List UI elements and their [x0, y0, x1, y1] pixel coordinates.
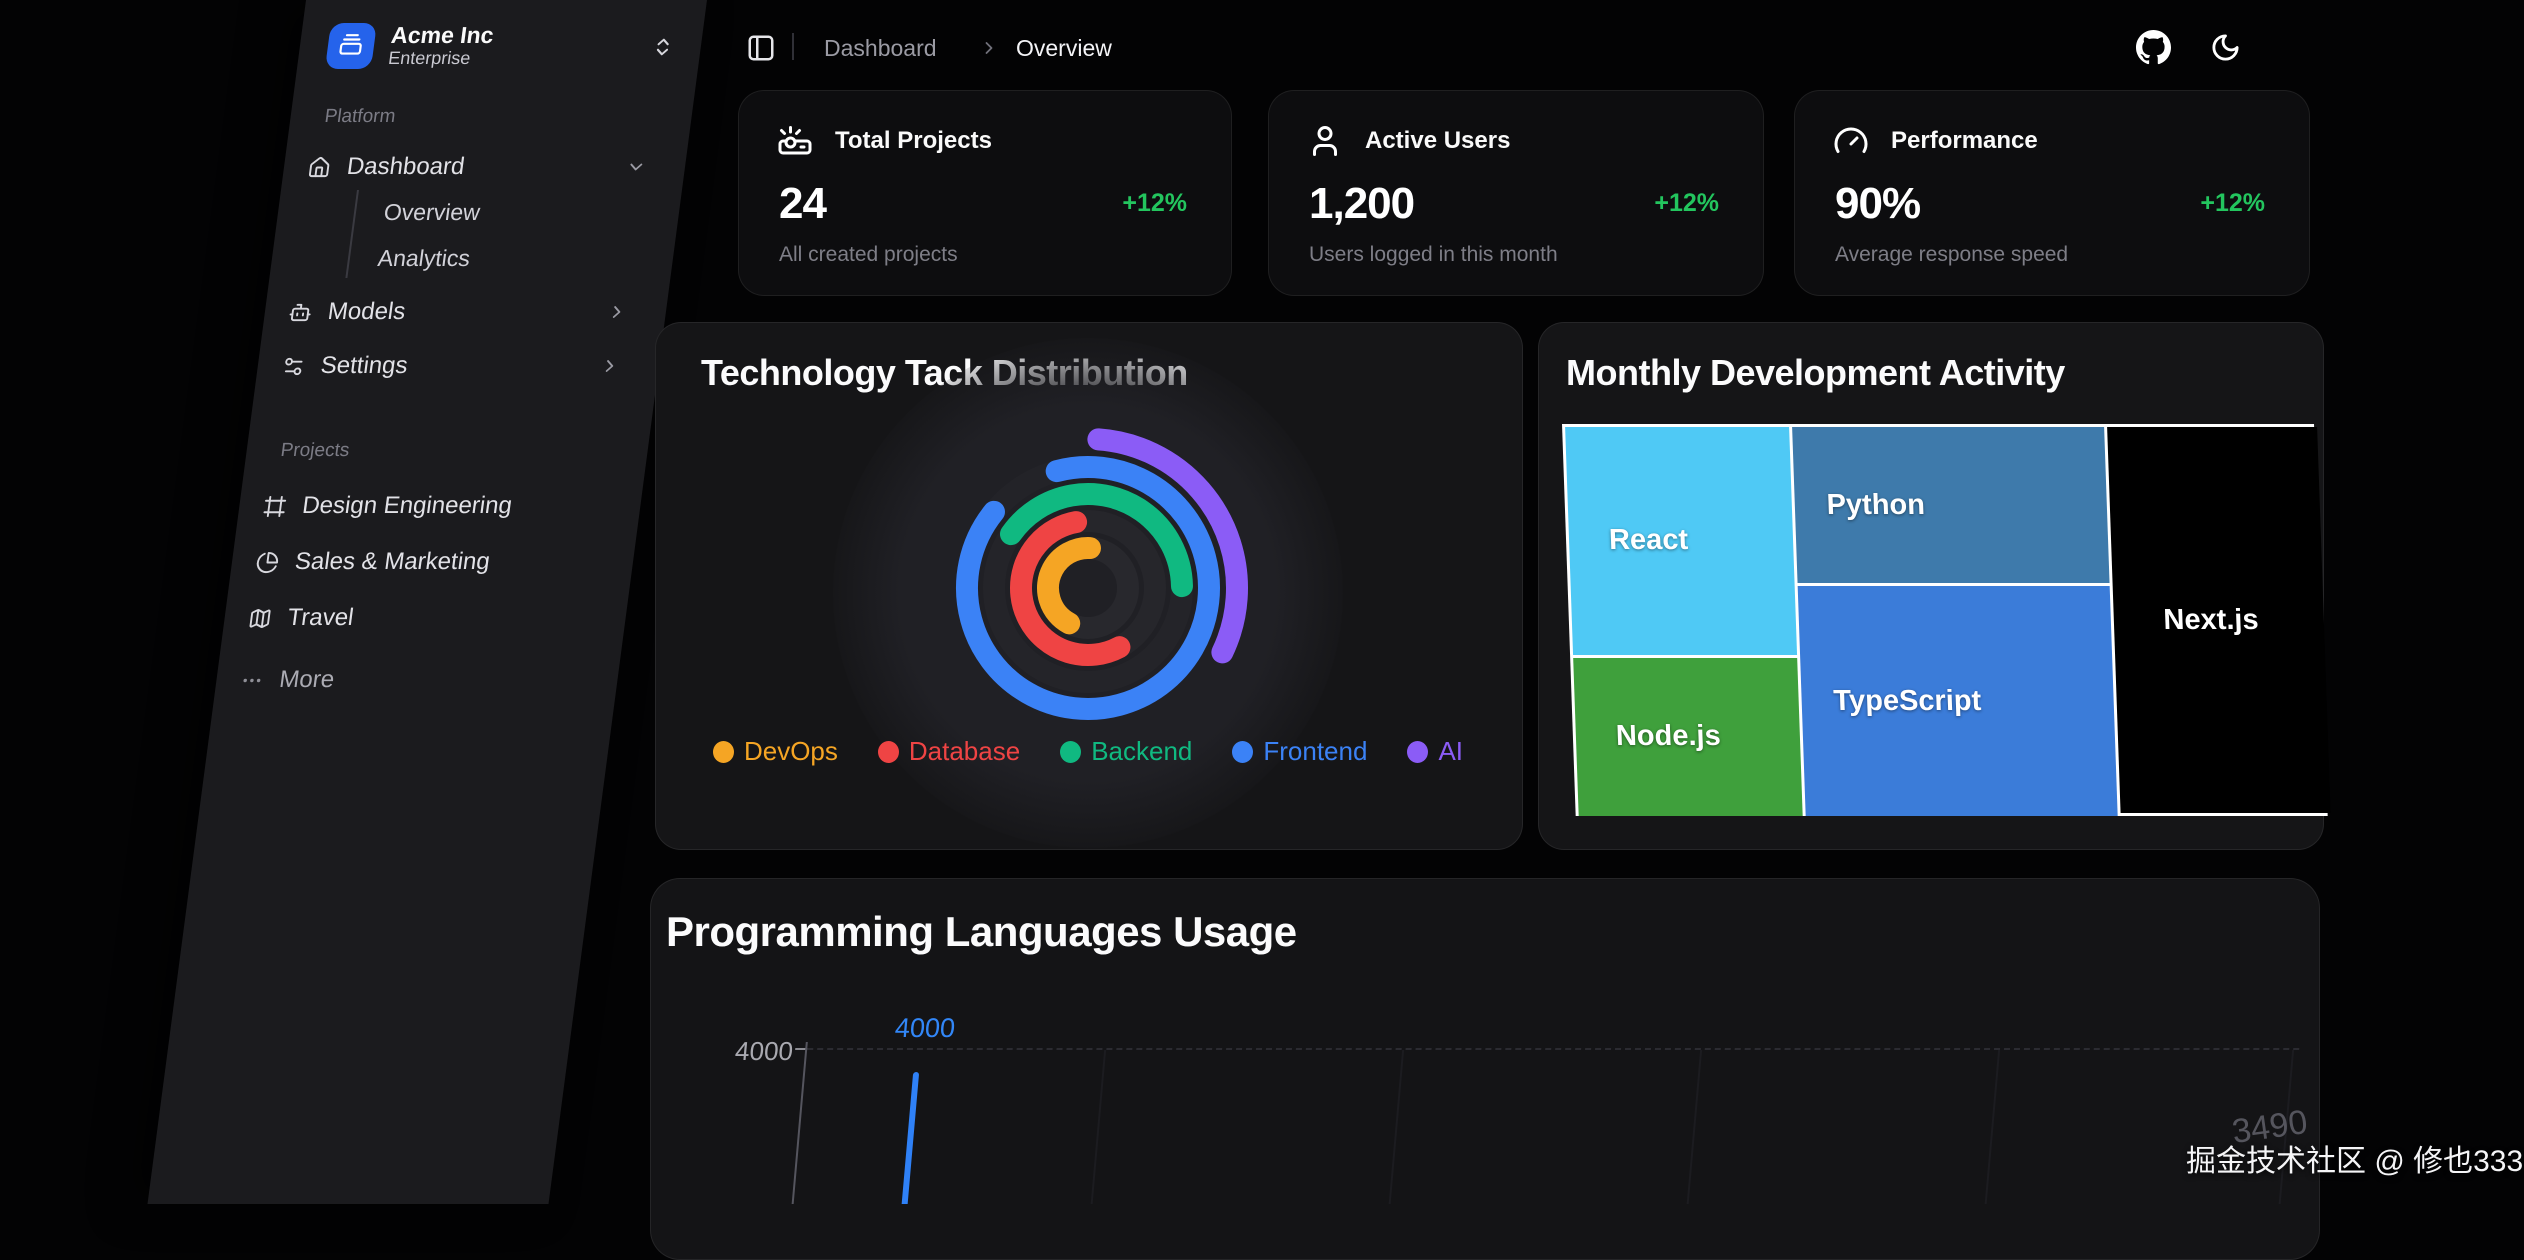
- org-logo: [324, 23, 377, 70]
- bar-chart-title: Programming Languages Usage: [666, 908, 1297, 955]
- github-icon: [2136, 30, 2171, 65]
- stat-title: Total Projects: [835, 127, 992, 154]
- sidebar-item-label: Dashboard: [345, 153, 467, 180]
- breadcrumb-current: Overview: [1016, 35, 1112, 61]
- stat-title: Performance: [1891, 127, 2038, 154]
- stat-delta-badge: +12%: [1654, 189, 1719, 217]
- chevron-right-icon: [979, 38, 999, 58]
- stat-value: 1,200: [1309, 179, 1415, 228]
- legend-label: Database: [908, 736, 1021, 766]
- treemap-cell-python: Python: [1791, 427, 2110, 584]
- card-languages-usage: [650, 878, 2320, 1260]
- moon-icon: [2210, 32, 2241, 63]
- legend-dot-backend: [1060, 740, 1082, 763]
- frame-icon: [262, 495, 288, 518]
- sidebar-item-label: Design Engineering: [300, 492, 514, 519]
- ellipsis-icon: [239, 669, 265, 692]
- legend-dot-database: [877, 740, 899, 763]
- sidebar-item-label: Overview: [382, 198, 482, 225]
- sidebar-item-design-engineering[interactable]: Design Engineering: [260, 483, 618, 529]
- panel-left-icon: [746, 33, 776, 63]
- house-icon: [307, 156, 333, 179]
- treemap-chart-title: Monthly Development Activity: [1566, 352, 2065, 393]
- legend-dot-ai: [1407, 740, 1429, 763]
- sidebar-item-more[interactable]: More: [237, 657, 595, 703]
- breadcrumb-parent-link[interactable]: Dashboard: [824, 35, 937, 61]
- sidebar-item-label: More: [277, 666, 337, 693]
- bot-icon: [287, 301, 313, 324]
- sidebar-item-models[interactable]: Models: [286, 289, 644, 335]
- github-button[interactable]: [2136, 30, 2171, 65]
- section-label-platform: Platform: [323, 106, 397, 127]
- stat-title: Active Users: [1365, 127, 1511, 154]
- legend-label: Frontend: [1263, 736, 1368, 766]
- treemap-cell-nodejs: Node.js: [1573, 657, 1803, 816]
- radial-arc-frontend: [956, 456, 1220, 720]
- chevrons-up-down-icon[interactable]: [650, 36, 675, 58]
- legend-label: DevOps: [743, 736, 838, 766]
- stat-card-total-projects: Total Projects 24 +12% All created proje…: [738, 90, 1232, 296]
- sidebar-item-dashboard[interactable]: Dashboard: [305, 144, 663, 190]
- stat-value: 24: [779, 179, 827, 228]
- stat-card-performance: Performance 90% +12% Average response sp…: [1794, 90, 2310, 296]
- stat-description: Users logged in this month: [1309, 243, 1558, 266]
- sidebar-item-sales-marketing[interactable]: Sales & Marketing: [253, 539, 611, 585]
- sidebar-item-overview[interactable]: Overview: [381, 192, 482, 232]
- projector-icon: [777, 123, 813, 159]
- treemap-cell-label: Next.js: [2162, 603, 2260, 636]
- treemap-cell-label: React: [1608, 524, 1689, 557]
- stat-description: All created projects: [779, 243, 958, 266]
- sidebar-item-label: Analytics: [376, 244, 472, 271]
- sidebar-item-travel[interactable]: Travel: [246, 595, 604, 641]
- chevron-right-icon: [606, 302, 629, 322]
- radial-arc-backend: [983, 483, 1193, 693]
- stat-card-active-users: Active Users 1,200 +12% Users logged in …: [1268, 90, 1764, 296]
- stat-delta-badge: +12%: [2200, 189, 2265, 217]
- sidebar: Acme Inc Enterprise Platform Dashboard O…: [147, 0, 708, 1204]
- user-icon: [1307, 123, 1343, 159]
- sidebar-item-label: Models: [326, 298, 408, 325]
- radial-arc-ai: [928, 428, 1248, 748]
- org-switcher[interactable]: Acme Inc Enterprise: [324, 22, 681, 70]
- radial-chart-legend: DevOps Database Backend Frontend AI: [655, 736, 1521, 767]
- legend-dot-frontend: [1232, 740, 1254, 763]
- treemap-cell-label: Python: [1826, 488, 1926, 521]
- radial-bar-chart: [833, 338, 1343, 848]
- pie-chart-icon: [254, 551, 280, 574]
- radial-arc-database: [1010, 510, 1166, 666]
- sidebar-item-label: Settings: [319, 352, 410, 379]
- sidebar-toggle-button[interactable]: [746, 33, 776, 63]
- watermark: 掘金技术社区 @ 修也333: [2186, 1145, 2524, 1178]
- sidebar-item-settings[interactable]: Settings: [279, 343, 637, 389]
- map-icon: [247, 607, 273, 630]
- theme-toggle-button[interactable]: [2210, 32, 2241, 63]
- chevron-right-icon: [598, 356, 621, 376]
- sidebar-item-label: Sales & Marketing: [293, 548, 492, 575]
- treemap-cell-label: TypeScript: [1832, 684, 1982, 717]
- legend-dot-devops: [712, 740, 734, 763]
- settings-2-icon: [280, 355, 306, 378]
- sidebar-item-analytics[interactable]: Analytics: [375, 238, 472, 278]
- treemap-cell-label: Node.js: [1615, 720, 1722, 753]
- radial-chart-glow: [833, 338, 1343, 848]
- radial-arc-devops: [1037, 537, 1139, 639]
- stat-description: Average response speed: [1835, 243, 2069, 266]
- org-name: Acme Inc: [389, 22, 496, 48]
- sidebar-item-label: Travel: [285, 604, 356, 631]
- org-plan: Enterprise: [386, 48, 472, 69]
- stat-delta-badge: +12%: [1122, 189, 1187, 217]
- chevron-down-icon: [625, 157, 648, 177]
- gauge-icon: [1833, 123, 1869, 159]
- treemap-chart: React Node.js Python TypeScript Next.js: [1562, 424, 2331, 816]
- legend-label: AI: [1438, 736, 1464, 766]
- nav-indent-guide: [345, 190, 359, 278]
- stat-value: 90%: [1835, 179, 1921, 228]
- treemap-cell-nextjs: Next.js: [2106, 427, 2331, 813]
- treemap-cell-typescript: TypeScript: [1797, 586, 2118, 816]
- treemap-cell-react: React: [1565, 427, 1797, 655]
- section-label-projects: Projects: [279, 440, 351, 461]
- topbar-divider: [792, 33, 794, 60]
- gallery-vertical-end-icon: [336, 33, 365, 59]
- legend-label: Backend: [1091, 736, 1193, 766]
